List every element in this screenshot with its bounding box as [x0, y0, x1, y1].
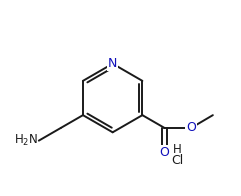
Text: N: N	[108, 57, 117, 70]
Text: O: O	[186, 121, 196, 134]
Text: H: H	[173, 143, 182, 156]
Text: O: O	[160, 146, 169, 159]
Text: H$_2$N: H$_2$N	[14, 133, 38, 148]
Text: Cl: Cl	[171, 154, 183, 167]
